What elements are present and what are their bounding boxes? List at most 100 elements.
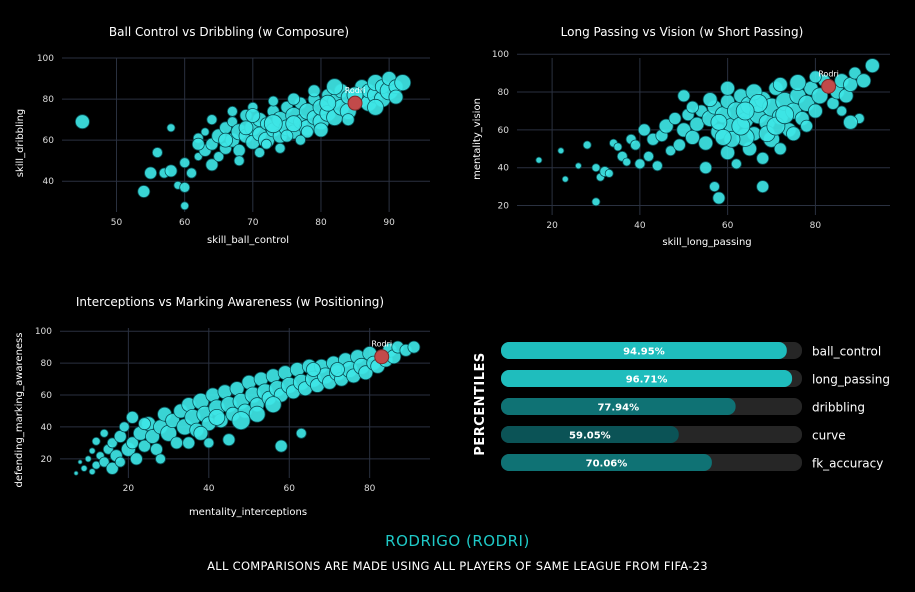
scatter-point: [582, 140, 592, 150]
scatter-point: [341, 113, 355, 126]
scatter-point: [330, 362, 345, 377]
bar-value-label: 94.95%: [623, 347, 665, 358]
scatter-point: [180, 201, 190, 211]
bar-value-label: 96.71%: [626, 375, 668, 386]
scatter-point: [91, 436, 101, 446]
y-tick-label: 100: [35, 327, 52, 337]
scatter-point: [155, 453, 166, 465]
y-tick-label: 80: [43, 95, 55, 105]
scatter-point: [88, 468, 96, 476]
scatter-point: [260, 138, 272, 150]
bar-name-label: dribbling: [812, 401, 865, 415]
scatter-point: [106, 437, 118, 449]
percentile-bars: 94.95% ball_control 96.71% long_passing 77.9…: [501, 342, 890, 471]
bar-name-label: ball_control: [812, 345, 881, 359]
scatter-point: [856, 73, 872, 89]
scatter-point: [665, 145, 676, 157]
x-tick-label: 20: [546, 221, 558, 231]
scatter-point: [218, 132, 234, 148]
scatter-point: [865, 58, 880, 73]
scatter-point: [622, 157, 632, 167]
scatter-point: [673, 138, 686, 152]
scatter-point: [685, 129, 700, 145]
scatter-point: [98, 456, 110, 468]
y-tick-label: 40: [43, 177, 55, 187]
scatter-point: [702, 92, 718, 107]
scatter-point: [105, 461, 119, 475]
x-axis-label: skill_ball_control: [207, 235, 289, 246]
scatter-point: [267, 95, 279, 107]
scatter-point: [203, 437, 215, 449]
scatter-point: [358, 365, 374, 381]
percentile-bar: [501, 454, 712, 471]
scatter-point: [388, 89, 404, 105]
scatter-point: [773, 142, 787, 156]
scatter-point: [698, 135, 714, 151]
scatter-point: [709, 181, 720, 193]
y-tick-label: 40: [498, 164, 510, 174]
y-tick-label: 20: [41, 455, 53, 465]
x-tick-label: 80: [810, 221, 822, 231]
y-tick-label: 20: [498, 202, 510, 212]
scatter-point: [145, 429, 160, 444]
scatter-point: [213, 151, 225, 163]
scatter-point: [186, 167, 197, 179]
scatter-point: [575, 162, 582, 170]
scatter-point: [394, 74, 412, 91]
x-tick-labels: 20 40 60 80: [546, 221, 821, 231]
highlight-marker: Rodri: [345, 86, 365, 111]
scatter-point: [637, 123, 651, 137]
scatter-point: [264, 396, 282, 414]
scatter-point: [150, 442, 163, 456]
x-tick-label: 70: [247, 218, 259, 228]
x-tick-label: 60: [284, 484, 296, 494]
y-tick-label: 80: [41, 359, 53, 369]
scatter-point: [710, 113, 728, 131]
scatter-point: [114, 456, 126, 468]
scatter-point: [138, 417, 151, 431]
x-tick-label: 60: [722, 221, 734, 231]
bar-value-label: 70.06%: [586, 459, 628, 470]
scatter-point: [772, 77, 788, 92]
y-axis-label: defending_marking_awareness: [14, 333, 25, 488]
y-tick-label: 100: [37, 54, 54, 64]
bar-value-label: 59.05%: [569, 431, 611, 442]
scatter-point: [274, 439, 288, 453]
scatter-point: [137, 185, 151, 198]
scatter-point: [80, 464, 88, 472]
scatter-point: [305, 362, 321, 377]
x-tick-label: 40: [634, 221, 646, 231]
long-passing-vs-vision-chart: Long Passing vs Vision (w Short Passing)…: [472, 25, 890, 248]
scatter-point: [699, 161, 713, 175]
scatter-point: [88, 447, 96, 455]
scatter-point: [233, 155, 245, 167]
y-tick-label: 60: [41, 391, 53, 401]
scatter-point: [254, 147, 266, 158]
scatter-point: [535, 156, 543, 164]
y-tick-labels: 20 40 60 80 100: [492, 50, 509, 211]
scatter-point: [367, 98, 384, 116]
scatter-point: [407, 340, 421, 354]
highlight-label: Rodri: [371, 340, 392, 349]
scatter-point: [630, 139, 641, 151]
scatter-point: [307, 84, 321, 98]
scatter-point: [326, 78, 344, 96]
highlight-point: [374, 349, 390, 365]
scatter-point: [756, 151, 770, 165]
scatter-point: [125, 410, 139, 424]
scatter-point: [205, 158, 219, 172]
scatter-point: [848, 66, 862, 80]
scatter-point: [591, 197, 601, 207]
scatter-point: [735, 101, 755, 121]
y-tick-labels: 40 60 80 100: [37, 54, 54, 187]
scatter-point: [668, 112, 682, 125]
scatter-point: [712, 191, 726, 205]
scatter-point: [245, 108, 261, 123]
comparison-note: ALL COMPARISONS ARE MADE USING ALL PLAYE…: [207, 559, 708, 573]
scatter-point: [591, 163, 601, 173]
percentile-bar: [501, 426, 679, 443]
scatter-point: [164, 164, 178, 178]
scatter-point: [179, 181, 191, 193]
scatter-point: [652, 160, 663, 172]
chart-title: Interceptions vs Marking Awareness (w Po…: [76, 295, 384, 309]
